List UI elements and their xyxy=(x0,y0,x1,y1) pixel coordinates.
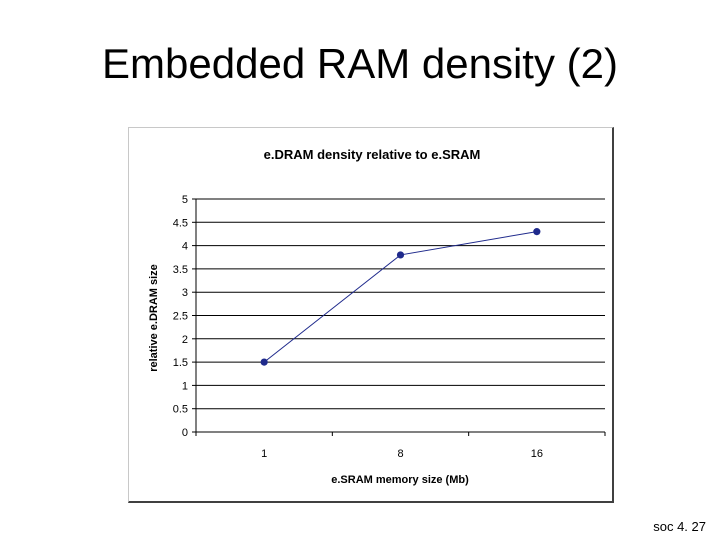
y-tick-label-1: 0.5 xyxy=(173,404,188,416)
series-layer xyxy=(260,228,541,366)
y-tick-label-6: 3 xyxy=(182,287,188,299)
series-line-0 xyxy=(263,231,537,363)
y-tick-label-0: 0 xyxy=(182,427,188,439)
y-tick-label-2: 1 xyxy=(182,380,188,392)
data-point-0-2 xyxy=(533,228,541,236)
y-tick-label-5: 2.5 xyxy=(173,311,188,323)
y-tick-label-9: 4.5 xyxy=(173,217,188,229)
grid-layer xyxy=(196,198,605,410)
data-point-0-1 xyxy=(396,251,405,259)
y-tick-label-8: 4 xyxy=(182,241,188,253)
x-tick-labels: 1 8 16 xyxy=(261,448,543,460)
y-tick-label-7: 3.5 xyxy=(173,264,188,276)
y-tick-label-3: 1.5 xyxy=(173,357,188,369)
line-chart: e.DRAM density relative to e.SRAM 00.511… xyxy=(148,147,606,486)
x-tick-label-0: 1 xyxy=(261,448,267,460)
x-tick-label-1: 8 xyxy=(397,448,403,460)
chart-frame: e.DRAM density relative to e.SRAM 0 0.5 1 1… xyxy=(128,127,614,503)
data-point-0-0 xyxy=(260,358,268,366)
y-tick-label-4: 2 xyxy=(182,334,188,346)
slide-title: Embedded RAM density (2) xyxy=(102,40,618,87)
axis-layer xyxy=(192,198,606,436)
x-axis-label: e.SRAM memory size (Mb) xyxy=(331,474,469,486)
y-axis-label: relative e.DRAM size xyxy=(148,264,160,372)
slide-footer: soc 4. 27 xyxy=(653,519,706,534)
chart-title: e.DRAM density relative to e.SRAM xyxy=(264,147,481,162)
y-tick-labels: 0 0.5 1 1.5 2 2.5 3 3.5 4 4.5 5 xyxy=(173,194,188,439)
y-tick-label-10: 5 xyxy=(182,194,188,206)
x-tick-label-2: 16 xyxy=(531,448,543,460)
